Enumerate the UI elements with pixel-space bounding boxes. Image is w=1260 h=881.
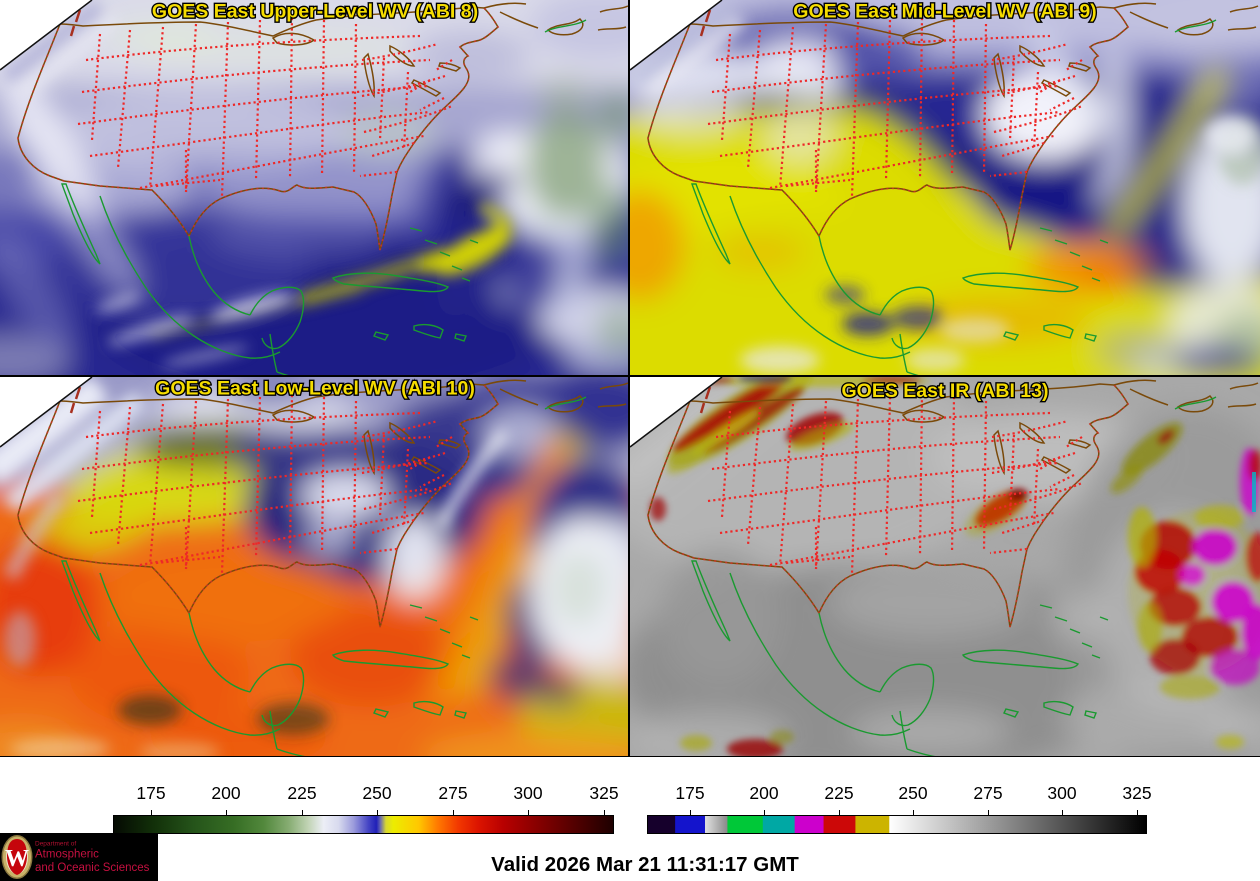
svg-text:and Oceanic Sciences: and Oceanic Sciences [35,862,150,874]
svg-text:GOES East Upper-Level WV (ABI: GOES East Upper-Level WV (ABI 8) [152,1,478,23]
svg-text:GOES East Mid-Level WV (ABI 9): GOES East Mid-Level WV (ABI 9) [793,1,1096,23]
svg-text:GOES East IR (ABI 13): GOES East IR (ABI 13) [842,380,1049,402]
svg-text:W: W [5,846,29,872]
svg-text:GOES East Low-Level WV (ABI 10: GOES East Low-Level WV (ABI 10) [155,378,475,400]
svg-text:Atmospheric: Atmospheric [35,849,99,861]
svg-text:Department of: Department of [35,841,76,848]
